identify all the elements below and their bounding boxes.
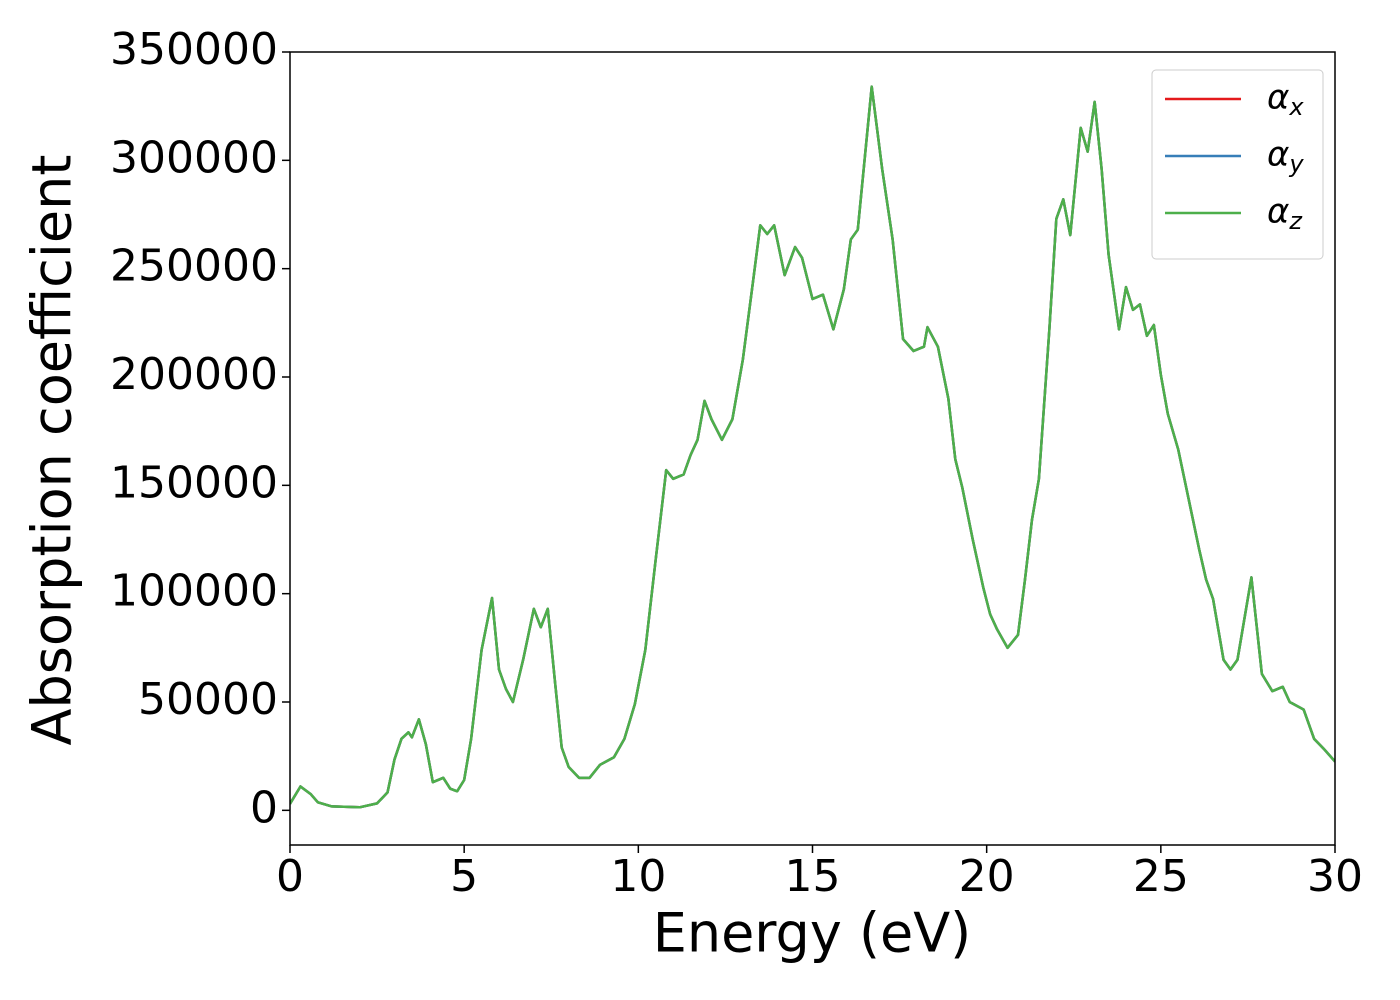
y-tick-label: 300000 xyxy=(110,132,278,183)
y-tick-label: 0 xyxy=(250,782,278,833)
y-axis-label: Absorption coefficient xyxy=(21,155,84,746)
x-tick-label: 25 xyxy=(1133,851,1189,902)
y-tick-label: 50000 xyxy=(138,674,278,725)
y-tick-label: 100000 xyxy=(110,566,278,617)
x-tick-label: 5 xyxy=(450,851,478,902)
y-tick-label: 250000 xyxy=(110,241,278,292)
line-series xyxy=(290,85,1335,809)
x-tick-label: 15 xyxy=(785,851,841,902)
x-tick-label: 0 xyxy=(276,851,304,902)
x-tick-label: 30 xyxy=(1307,851,1363,902)
y-tick-label: 200000 xyxy=(110,349,278,400)
legend-label: αy xyxy=(1267,135,1304,179)
y-tick-label: 350000 xyxy=(110,24,278,75)
plot-frame xyxy=(289,51,1336,846)
x-tick-label: 20 xyxy=(959,851,1015,902)
x-tick-label: 10 xyxy=(610,851,666,902)
x-axis-label: Energy (eV) xyxy=(653,902,972,965)
y-tick-label: 150000 xyxy=(110,457,278,508)
